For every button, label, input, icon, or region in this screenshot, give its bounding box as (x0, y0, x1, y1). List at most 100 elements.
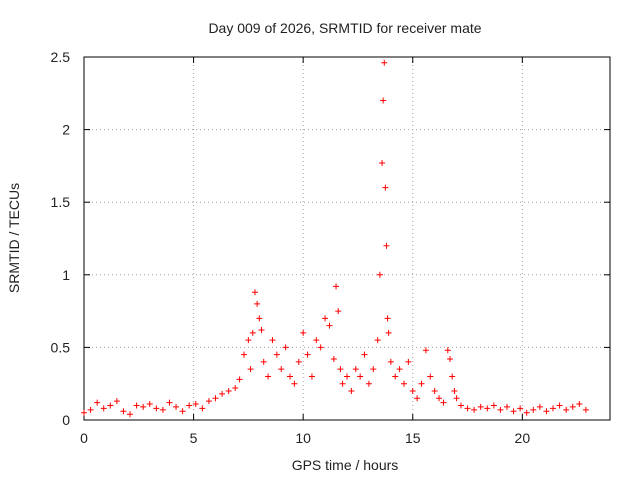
data-point (240, 351, 247, 358)
data-point (247, 366, 254, 373)
data-point (317, 344, 324, 351)
data-point (265, 373, 272, 380)
data-point (383, 242, 390, 249)
data-point (333, 283, 340, 290)
data-point (457, 402, 464, 409)
data-point (503, 403, 510, 410)
data-point (523, 409, 530, 416)
data-point (370, 366, 377, 373)
data-point (251, 289, 258, 296)
x-tick-label: 5 (190, 430, 198, 446)
data-point (543, 408, 550, 415)
data-point (374, 337, 381, 344)
data-point (133, 402, 140, 409)
data-point (254, 300, 261, 307)
data-point (256, 315, 263, 322)
data-point (199, 405, 206, 412)
data-point (576, 401, 583, 408)
data-point (344, 373, 350, 380)
data-point (236, 376, 243, 383)
data-point (556, 402, 563, 409)
data-point (205, 398, 212, 405)
data-point (357, 373, 364, 380)
y-tick-label: 0.5 (51, 339, 71, 355)
data-point (380, 97, 387, 104)
data-point (282, 344, 289, 351)
data-point (140, 403, 147, 410)
data-point (379, 159, 386, 166)
y-tick-label: 0 (62, 412, 70, 428)
data-point (396, 366, 403, 373)
data-point (451, 387, 458, 394)
y-tick-label: 1 (62, 267, 70, 283)
y-axis-label: SRMTID / TECUs (6, 183, 22, 293)
data-point (477, 403, 484, 410)
data-point (582, 406, 589, 413)
data-point (447, 356, 454, 363)
data-point (471, 406, 478, 413)
data-point (278, 366, 285, 373)
data-point (335, 308, 342, 315)
data-point (322, 315, 329, 322)
data-point (352, 366, 359, 373)
data-points (81, 59, 589, 418)
chart-title: Day 009 of 2026, SRMTID for receiver mat… (208, 20, 481, 36)
x-tick-label: 0 (80, 430, 88, 446)
data-point (100, 405, 107, 412)
data-point (304, 351, 311, 358)
data-point (291, 380, 298, 387)
data-point (427, 373, 434, 380)
data-point (400, 380, 407, 387)
data-point (384, 315, 391, 322)
data-point (81, 409, 87, 416)
data-point (536, 403, 543, 410)
data-point (173, 403, 180, 410)
data-point (365, 380, 372, 387)
data-point (179, 408, 186, 415)
data-point (339, 380, 346, 387)
data-point (258, 326, 265, 333)
data-point (510, 408, 517, 415)
y-tick-label: 2.5 (51, 49, 71, 65)
y-tick-label: 1.5 (51, 194, 71, 210)
data-point (444, 347, 451, 354)
data-point (569, 403, 576, 410)
data-point (382, 184, 389, 191)
data-point (87, 406, 94, 413)
data-point (453, 395, 460, 402)
data-point (269, 337, 276, 344)
data-point (192, 401, 199, 408)
data-point (414, 395, 421, 402)
data-point (153, 405, 160, 412)
plot-frame (83, 56, 611, 421)
data-point (517, 405, 524, 412)
x-tick-label: 10 (295, 430, 311, 446)
data-point (186, 402, 193, 409)
data-point (308, 373, 315, 380)
data-point (219, 390, 226, 397)
data-point (464, 405, 471, 412)
data-point (212, 395, 219, 402)
data-point (550, 405, 557, 412)
data-point (287, 373, 294, 380)
data-point (295, 358, 302, 365)
data-point (381, 59, 388, 66)
data-point (249, 329, 256, 336)
data-point (530, 406, 537, 413)
x-tick-label: 15 (405, 430, 421, 446)
data-point (436, 395, 443, 402)
data-point (563, 406, 570, 413)
data-point (431, 387, 438, 394)
data-point (260, 358, 267, 365)
data-point (313, 337, 320, 344)
data-point (392, 373, 399, 380)
data-point (409, 387, 416, 394)
grid-lines (84, 57, 610, 420)
data-point (497, 406, 504, 413)
data-point (120, 408, 127, 415)
data-point (326, 322, 333, 329)
data-point (490, 402, 497, 409)
axis-ticks: 0 5 10 15 20 0 0.5 1 1.5 2 2.5 (51, 49, 610, 446)
data-point (385, 329, 392, 336)
